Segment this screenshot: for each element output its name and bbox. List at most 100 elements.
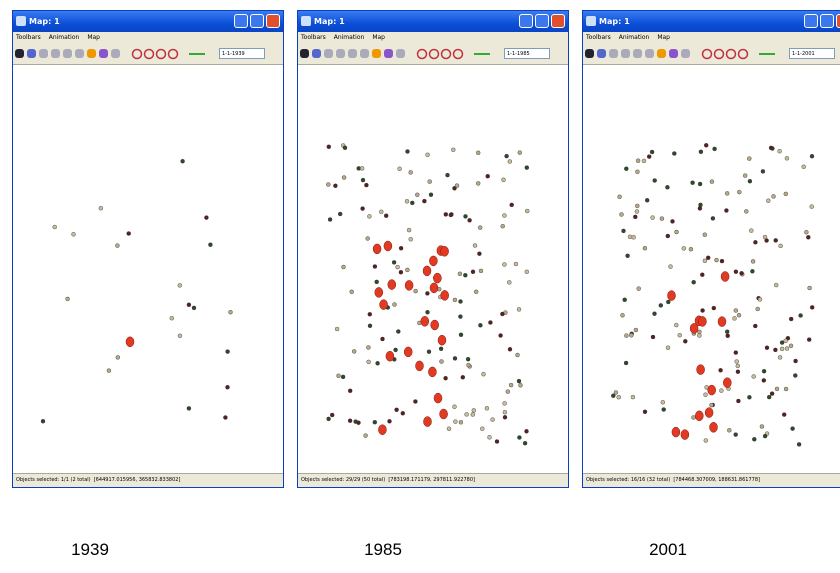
maximize-button[interactable] — [820, 14, 834, 28]
selected-point — [429, 256, 437, 266]
map-point — [486, 174, 490, 178]
menu-item[interactable]: Animation — [334, 34, 365, 41]
map-point — [499, 334, 503, 338]
tool-icon — [681, 49, 690, 58]
map-point — [734, 433, 738, 437]
map-point — [789, 317, 793, 321]
menu-item[interactable]: Toolbars — [301, 34, 326, 41]
anim-button — [703, 50, 712, 59]
map-point — [373, 420, 377, 424]
map-point — [725, 191, 729, 195]
tool-icon — [324, 49, 333, 58]
map-point — [756, 307, 760, 311]
map-point — [505, 154, 509, 158]
map-point — [525, 429, 529, 433]
map-point — [650, 150, 654, 154]
map-point — [762, 378, 766, 382]
close-button[interactable] — [836, 14, 840, 28]
map-point — [778, 355, 782, 359]
menu-bar: Toolbars Animation Map — [298, 32, 568, 44]
toolbar-icons[interactable] — [585, 47, 775, 61]
map-point — [744, 209, 748, 213]
map-point — [472, 408, 476, 412]
map-point — [760, 425, 764, 429]
selected-point — [440, 409, 448, 419]
map-point — [466, 357, 470, 361]
map-point — [471, 413, 475, 417]
map-point — [474, 290, 478, 294]
map-point — [503, 410, 507, 414]
map-point — [793, 374, 797, 378]
map-point — [703, 259, 707, 263]
minimize-button[interactable] — [804, 14, 818, 28]
toolbar-icons[interactable] — [300, 47, 490, 61]
map-point — [761, 169, 765, 173]
map-point — [375, 280, 379, 284]
selected-point — [695, 411, 703, 421]
status-bar: Objects selected: 1/1 (2 total) [644917.… — [13, 473, 283, 487]
map-point — [700, 273, 704, 277]
menu-item[interactable]: Animation — [619, 34, 650, 41]
selected-point — [697, 365, 705, 375]
map-point — [518, 151, 522, 155]
map-point — [643, 410, 647, 414]
minimize-button[interactable] — [519, 14, 533, 28]
map-point — [724, 209, 728, 213]
tool-icon — [39, 49, 48, 58]
map-point — [634, 328, 638, 332]
map-point — [333, 184, 337, 188]
map-point — [461, 375, 465, 379]
date-field[interactable]: 1-1-1985 — [504, 48, 550, 59]
menu-item[interactable]: Map — [657, 34, 670, 41]
map-point — [187, 303, 191, 307]
map-point — [453, 298, 457, 302]
menu-item[interactable]: Animation — [49, 34, 80, 41]
map-point — [192, 306, 196, 310]
map-point — [624, 361, 628, 365]
map-point — [517, 436, 521, 440]
map-point — [330, 413, 334, 417]
date-field[interactable]: 1-1-1939 — [219, 48, 265, 59]
map-point — [774, 238, 778, 242]
map-point — [662, 408, 666, 412]
menu-item[interactable]: Toolbars — [586, 34, 611, 41]
map-point — [357, 421, 361, 425]
menu-item[interactable]: Toolbars — [16, 34, 41, 41]
toolbar-icons[interactable] — [15, 47, 205, 61]
date-field[interactable]: 1-1-2001 — [789, 48, 835, 59]
map-point — [368, 324, 372, 328]
map-point — [455, 184, 459, 188]
map-point — [810, 154, 814, 158]
selected-point — [375, 287, 383, 297]
map-point — [642, 159, 646, 163]
map-point — [704, 143, 708, 147]
map-point — [622, 229, 626, 233]
maximize-button[interactable] — [535, 14, 549, 28]
maximize-button[interactable] — [250, 14, 264, 28]
map-point — [127, 232, 131, 236]
map-point — [762, 369, 766, 373]
map-point — [635, 170, 639, 174]
map-point — [343, 146, 347, 150]
map-point — [672, 152, 676, 156]
selected-point — [441, 290, 449, 300]
map-point — [373, 265, 377, 269]
map-point — [666, 234, 670, 238]
menu-item[interactable]: Map — [372, 34, 385, 41]
map-point — [782, 413, 786, 417]
selected-point — [378, 425, 386, 435]
map-point — [463, 273, 467, 277]
map-point — [689, 247, 693, 251]
selected-point — [424, 417, 432, 427]
map-point — [643, 246, 647, 250]
map-point — [691, 181, 695, 185]
tool-icon — [312, 49, 321, 58]
close-button[interactable] — [266, 14, 280, 28]
anim-button — [430, 50, 439, 59]
minimize-button[interactable] — [234, 14, 248, 28]
close-button[interactable] — [551, 14, 565, 28]
map-point — [425, 291, 429, 295]
map-point — [734, 309, 738, 313]
menu-item[interactable]: Map — [87, 34, 100, 41]
status-coords: [783198.171179, 297811.922780] — [388, 477, 475, 483]
